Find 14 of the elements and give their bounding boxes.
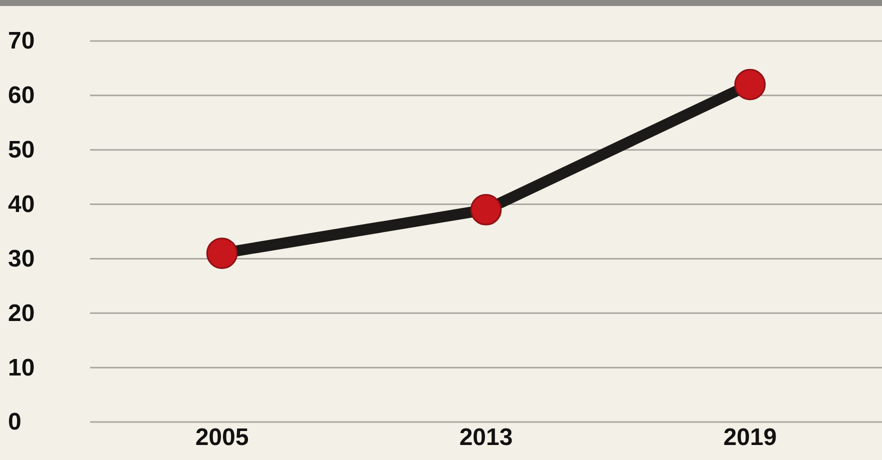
y-tick-label: 40 [8,190,35,218]
point [206,238,238,269]
y-tick-label: 10 [8,354,35,382]
y-tick-label: 50 [8,136,35,164]
x-tick-label: 2013 [459,424,513,452]
y-tick-label: 70 [8,28,35,55]
x-tick-label: 2005 [195,424,249,452]
y-tick-label: 30 [8,245,35,272]
y-tick-label: 60 [8,82,35,110]
y-tick-label: 0 [8,408,22,436]
y-tick-label: 20 [8,300,35,327]
point [734,68,766,100]
point [470,194,502,226]
x-tick-label: 2019 [723,424,777,452]
